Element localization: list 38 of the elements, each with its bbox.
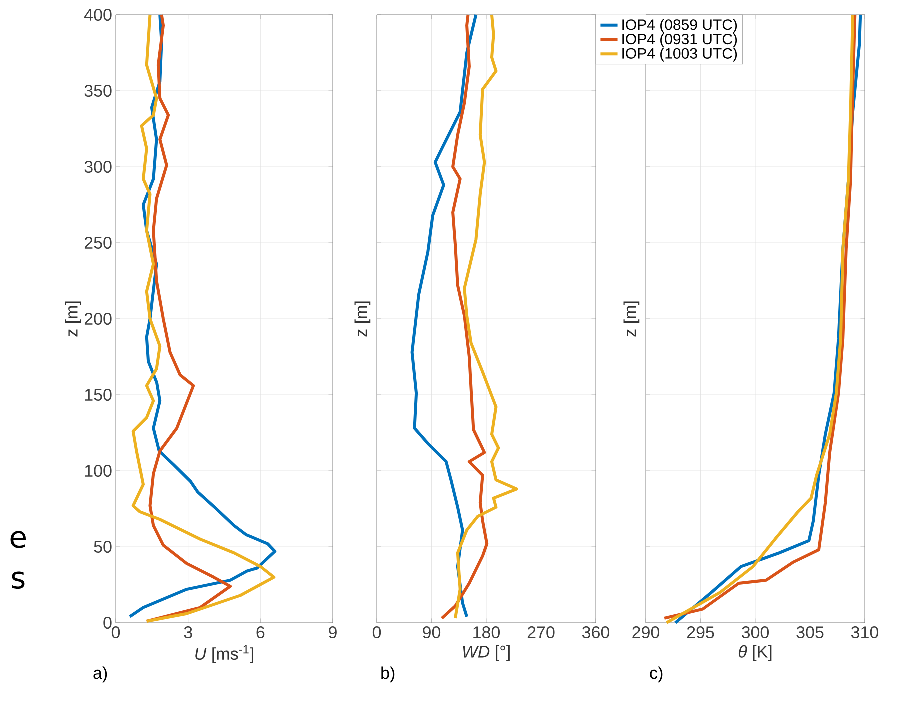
text: a) (94, 666, 108, 683)
legend-label: IOP4 (0859 UTC) (622, 19, 738, 34)
x-tick-label: 180 (474, 626, 500, 639)
text: e (10, 531, 26, 548)
text: b) (382, 666, 395, 683)
y-tick-label: 300 (84, 160, 112, 174)
x-axis-title: θ [K] (738, 645, 772, 662)
y-axis-title: z [m] (65, 302, 82, 337)
y-tick-label: 150 (85, 388, 112, 402)
text: c) (650, 666, 663, 683)
x-tick-label: 6 (256, 626, 265, 639)
x-tick-label: 0 (372, 626, 382, 639)
y-tick-label: 250 (84, 236, 112, 250)
y-tick-label: 100 (85, 464, 112, 478)
x-tick-label: 3 (184, 626, 192, 639)
x-axis-title: U [ms$^{-1}$] (196, 645, 254, 664)
legend-label: IOP4 (1003 UTC) (622, 48, 738, 62)
x-tick-label: 270 (528, 626, 555, 639)
y-tick-label: 50 (94, 540, 112, 554)
y-tick-label: 400 (84, 8, 112, 22)
legend-label: IOP4 (0931 UTC) (622, 34, 738, 48)
x-tick-label: 0 (112, 626, 120, 639)
x-tick-label: 300 (742, 626, 770, 639)
text: s (12, 572, 25, 590)
y-axis-title: z [m] (624, 302, 640, 337)
y-axis-title: z [m] (354, 302, 371, 337)
y-tick-label: 0 (104, 616, 112, 630)
x-tick-label: 9 (329, 626, 337, 639)
x-tick-label: 90 (423, 626, 441, 639)
y-tick-label: 350 (84, 84, 112, 98)
x-tick-label: 290 (632, 626, 660, 639)
x-tick-label: 310 (851, 626, 879, 639)
x-tick-label: 360 (582, 626, 610, 639)
line-series (145, 13, 232, 623)
x-tick-label: 305 (796, 626, 824, 639)
y-tick-label: 200 (84, 312, 112, 326)
x-axis-title: WD [°] (463, 645, 510, 662)
x-tick-label: 295 (687, 626, 714, 639)
